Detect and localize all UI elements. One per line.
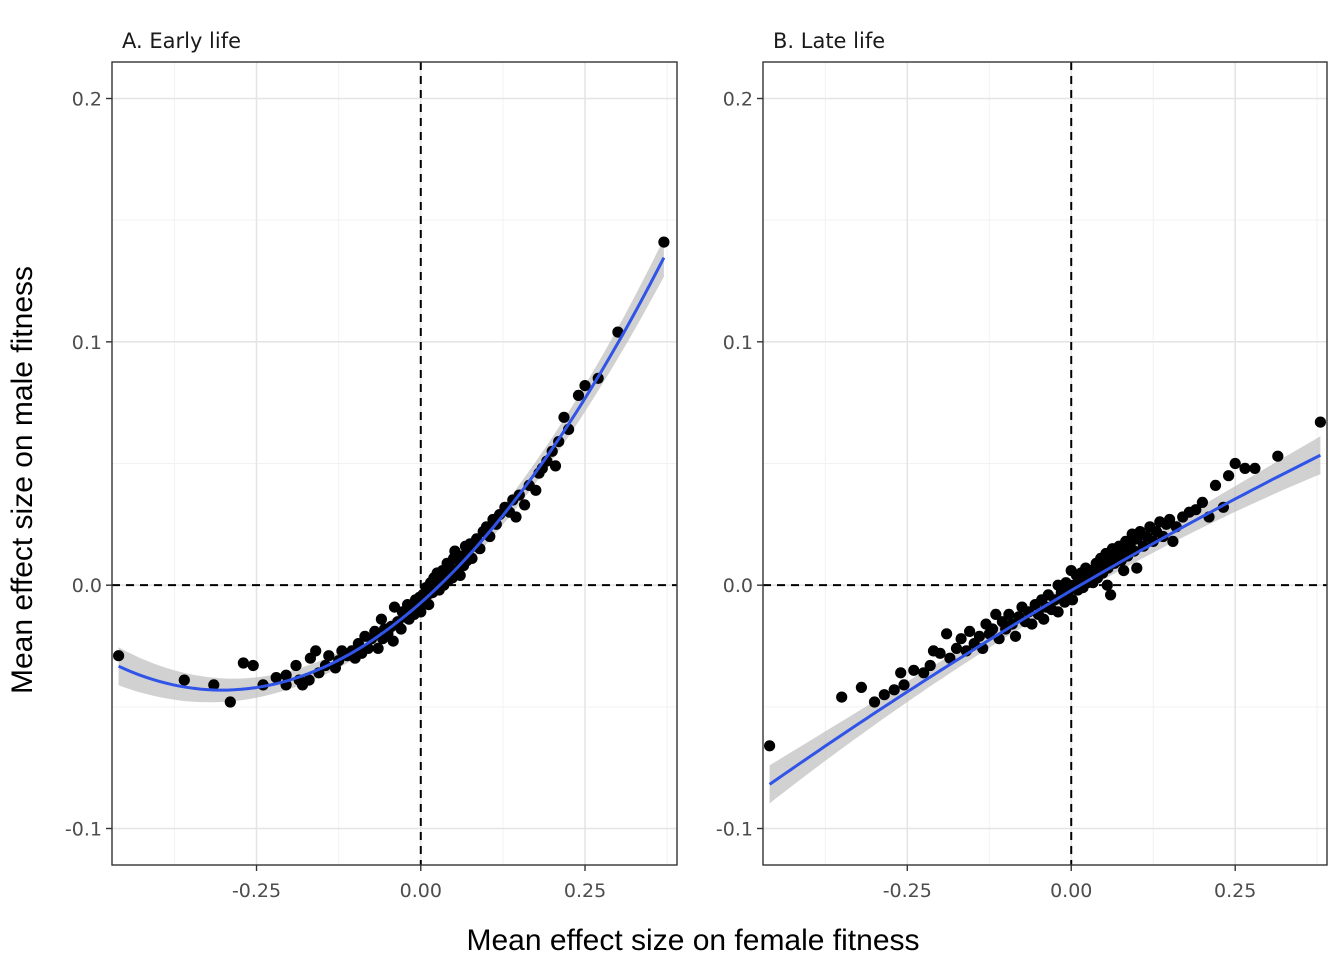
y-tick-label: 0.1 [72,332,102,354]
data-point [1239,462,1251,474]
data-point [1249,462,1261,474]
data-point [415,606,427,618]
x-axis-title: Mean effect size on female fitness [466,924,919,957]
data-point [898,679,910,691]
data-point [1167,535,1179,548]
data-point [1009,630,1022,642]
y-tick-label: -0.1 [65,819,102,841]
data-point [1038,613,1050,625]
data-point [372,642,384,655]
data-point [480,521,493,533]
data-point [764,740,776,752]
data-point [1131,562,1143,574]
y-tick-label: 0.0 [72,575,102,597]
data-point [1229,457,1241,470]
data-point [1272,450,1284,462]
data-point [1026,618,1038,630]
data-point [1190,504,1202,516]
data-point [895,667,907,679]
data-point [530,484,542,496]
data-point [1314,416,1326,428]
data-point [224,696,236,708]
data-point [986,623,999,635]
data-point [1209,479,1222,491]
panel-early-life: -0.25 0.00 0.25 -0.1 0.0 0.1 0.2 A. Early life [65,29,678,902]
data-point [944,652,956,664]
data-point [1101,579,1113,591]
panel-title: A. Early life [122,29,241,53]
data-point [303,674,315,686]
panel-title: B. Late life [773,29,885,53]
panel-late-life: -0.25 0.00 0.25 -0.1 0.0 0.1 0.2 B. Late life [716,29,1328,902]
data-point [1066,594,1079,606]
data-point [395,623,407,635]
data-point [950,642,963,655]
y-tick-label: 0.0 [723,575,753,597]
data-point [519,499,531,511]
data-point [208,679,220,691]
data-point [310,645,322,657]
data-point [855,681,868,694]
data-point [178,674,190,686]
panel-border [762,61,1328,866]
data-point [290,659,302,672]
data-point [323,650,335,662]
data-point [572,389,585,401]
y-axis-title: Mean effect size on male fitness [6,266,39,694]
data-point [510,511,522,523]
data-point [579,380,591,392]
data-point [955,633,967,645]
data-point [387,635,399,647]
data-point [1118,565,1130,577]
data-point [237,657,249,669]
data-point [888,684,900,696]
data-point [1052,606,1064,618]
data-point [375,613,387,625]
fit-line [768,453,1322,786]
x-tick-label: 0.00 [400,880,442,902]
data-point [1052,579,1064,591]
y-tick-label: 0.2 [723,89,753,111]
data-point [924,659,936,672]
y-tick-label: 0.2 [72,89,102,111]
data-point [934,647,946,659]
data-point [1003,608,1015,621]
y-tick-label: 0.1 [723,332,753,354]
data-point [423,599,435,611]
data-point [247,659,259,672]
x-tick-label: 0.00 [1050,880,1092,902]
fit-line [117,257,666,692]
data-point [454,569,466,582]
data-point [612,326,624,338]
data-point [369,625,381,638]
data-point [918,667,930,679]
x-tick-label: 0.25 [564,880,606,902]
y-tick-label: -0.1 [716,819,753,841]
data-point [1223,470,1235,482]
data-point [1196,496,1208,508]
data-point [990,608,1002,621]
data-point [868,696,881,708]
panel-border [111,61,678,866]
x-tick-label: -0.25 [232,880,281,902]
data-point [1105,589,1117,601]
data-point [558,411,570,423]
data-point [836,691,848,703]
x-tick-label: 0.25 [1214,880,1256,902]
data-point [973,630,986,642]
data-point [1164,513,1176,526]
data-point [270,672,282,684]
data-point [878,689,890,701]
data-point [280,669,292,681]
data-point [113,650,125,662]
data-point [658,236,670,248]
x-tick-label: -0.25 [883,880,932,902]
data-point [908,664,920,676]
data-point [941,628,953,640]
data-point [549,460,562,472]
data-point [964,625,976,638]
